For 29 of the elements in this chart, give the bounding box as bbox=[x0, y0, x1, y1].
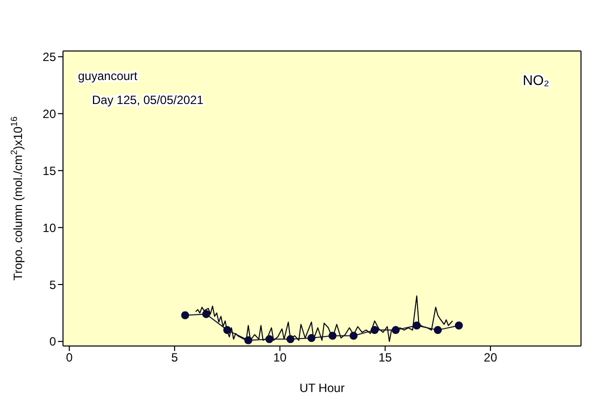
y-tick-label: 15 bbox=[42, 164, 56, 178]
x-axis-title: UT Hour bbox=[299, 381, 345, 395]
point bbox=[307, 334, 316, 342]
y-tick-label: 25 bbox=[42, 50, 56, 64]
point bbox=[286, 335, 294, 344]
x-tick-label: 0 bbox=[66, 350, 73, 365]
y-tick-label: 5 bbox=[49, 278, 56, 292]
annotation: guyancourt bbox=[78, 69, 138, 83]
point bbox=[434, 326, 442, 334]
annotation: NO₂ bbox=[522, 72, 550, 88]
point bbox=[328, 332, 337, 340]
y-tick-label: 10 bbox=[42, 220, 56, 235]
point bbox=[350, 332, 358, 340]
annotation: Day 125, 05/05/2021 bbox=[92, 93, 204, 107]
point bbox=[454, 322, 463, 330]
point bbox=[181, 311, 190, 320]
y-tick-label: 20 bbox=[42, 106, 56, 121]
x-tick-label: 5 bbox=[171, 350, 178, 365]
x-tick-label: 10 bbox=[273, 350, 287, 365]
point bbox=[223, 326, 232, 334]
y-tick-label: 0 bbox=[49, 334, 56, 349]
point bbox=[412, 322, 421, 330]
x-tick-label: 15 bbox=[378, 350, 392, 365]
point bbox=[392, 326, 400, 334]
point bbox=[202, 310, 210, 318]
point bbox=[265, 335, 274, 344]
x-tick-label: 20 bbox=[484, 350, 498, 365]
point bbox=[370, 326, 379, 334]
point bbox=[244, 336, 252, 344]
